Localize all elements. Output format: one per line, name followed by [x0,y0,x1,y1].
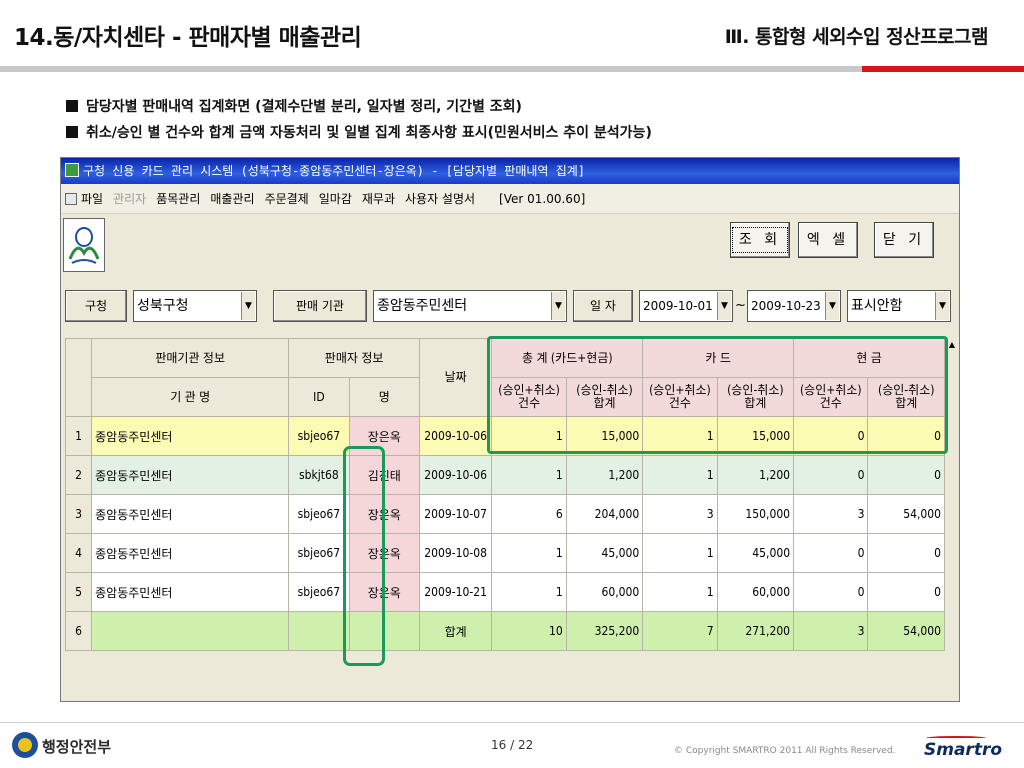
name-header[interactable]: 명 [348,377,420,417]
dropdown-arrow-icon[interactable]: ▼ [717,292,731,320]
slide-title: 14.동/자치센타 - 판매자별 매출관리 [14,25,362,51]
menu-closing[interactable]: 일마감 [318,192,352,206]
square-bullet-icon [66,126,78,138]
total-row[interactable]: 6 합계 10 325,200 7 271,200 3 54,000 [64,611,945,651]
office-label-button[interactable]: 구청 [65,290,127,322]
window-titlebar[interactable]: 구청 신용 카드 관리 시스템 (성북구청-종암동주민센터-장은옥) - [담당… [61,158,959,184]
sales-grid: 판매기관 정보 판매자 정보 날짜 총 계 (카드+현금) 카 드 현 금 기 … [64,338,945,651]
table-row[interactable]: 4 종암동주민센터 sbjeo67 장은옥 2009-10-08 1 45,00… [64,533,945,573]
seller-label-button[interactable]: 판매 기관 [273,290,367,322]
menu-finance[interactable]: 재무과 [361,192,395,206]
toolbar: 조 회 엑 셀 닫 기 [61,214,959,278]
menu-payment[interactable]: 주문결제 [264,192,309,206]
display-select[interactable]: 표시안함 ▼ [847,290,951,322]
inquiry-button[interactable]: 조 회 [730,222,790,258]
card-sum-header[interactable]: (승인-취소) 합계 [716,377,795,417]
ministry-emblem-icon [12,732,38,758]
seller-name-cell: 장은옥 [348,494,420,534]
office-select[interactable]: 성북구청 ▼ [133,290,257,322]
table-row[interactable]: 3 종암동주민센터 sbjeo67 장은옥 2009-10-07 6 204,0… [64,494,945,534]
slide-subtitle: Ⅲ. 통합형 세외수입 정산프로그램 [724,26,989,48]
header-accent-bar [862,66,1024,72]
card-count-header[interactable]: (승인+취소) 건수 [642,377,718,417]
date-to-picker[interactable]: 2009-10-23 ▼ [747,290,841,322]
excel-button[interactable]: 엑 셀 [798,222,858,258]
table-row[interactable]: 5 종암동주민센터 sbjeo67 장은옥 2009-10-21 1 60,00… [64,572,945,612]
total-sum-header[interactable]: (승인-취소) 합계 [565,377,644,417]
bullet-item: 담당자별 판매내역 집계화면 (결제수단별 분리, 일자별 정리, 기간별 조회… [66,94,652,120]
table-row[interactable]: 2 종암동주민센터 sbkjt68 김진태 2009-10-06 1 1,200… [64,455,945,495]
seller-name-cell: 장은옥 [348,572,420,612]
id-header[interactable]: ID [288,377,350,417]
bullet-list: 담당자별 판매내역 집계화면 (결제수단별 분리, 일자별 정리, 기간별 조회… [66,94,652,146]
dropdown-arrow-icon[interactable]: ▼ [551,292,565,320]
document-icon[interactable] [65,193,77,205]
cash-header[interactable]: 현 금 [793,338,945,378]
menu-items[interactable]: 품목관리 [156,192,201,206]
dropdown-arrow-icon[interactable]: ▼ [241,292,255,320]
dropdown-arrow-icon[interactable]: ▼ [935,292,949,320]
total-label: 합계 [418,611,493,651]
menu-sales[interactable]: 매출관리 [210,192,255,206]
org-name-header[interactable]: 기 관 명 [91,377,290,417]
menu-manual[interactable]: 사용자 설명서 [404,192,476,206]
date-separator: ~ [735,298,746,313]
brand-swoosh-icon [926,736,986,740]
close-button[interactable]: 닫 기 [874,222,934,258]
ministry-name: 행정안전부 [42,738,112,756]
district-logo [63,218,105,272]
menu-bar: 파일 관리자 품목관리 매출관리 주문결제 일마감 재무과 사용자 설명서 [Ver 01.00… [61,184,959,214]
menu-admin: 관리자 [113,192,147,206]
row-number-header [64,338,93,417]
footer-divider [0,722,1024,723]
grid-subheader-row: 기 관 명 ID 명 (승인+취소) 건수 (승인-취소) 합계 (승인+취소) 건수… [66,377,945,417]
seller-info-header[interactable]: 판매자 정보 [288,338,420,378]
app-icon [65,163,79,177]
logo-icon [68,227,100,264]
scroll-up-arrow-icon[interactable]: ▲ [948,340,956,349]
seller-name-cell: 장은옥 [348,416,420,456]
square-bullet-icon [66,100,78,112]
table-row[interactable]: 1 종암동주민센터 sbjeo67 장은옥 2009-10-06 1 15,00… [64,416,945,456]
window-title: 구청 신용 카드 관리 시스템 (성북구청-종암동주민센터-장은옥) - [담당… [83,164,585,178]
org-info-header[interactable]: 판매기관 정보 [91,338,290,378]
date-from-picker[interactable]: 2009-10-01 ▼ [639,290,733,322]
seller-name-cell: 장은옥 [348,533,420,573]
brand-logo: Smartro [924,740,1003,760]
bullet-item: 취소/승인 별 건수와 합계 금액 자동처리 및 일별 집계 최종사항 표시(민… [66,120,652,146]
cash-sum-header[interactable]: (승인-취소) 합계 [867,377,945,417]
filter-bar: 구청 성북구청 ▼ 판매 기관 종암동주민센터 ▼ 일 자 2009-10-01 ▼ … [61,286,959,326]
total-header[interactable]: 총 계 (카드+현금) [491,338,644,378]
total-count-header[interactable]: (승인+취소) 건수 [491,377,567,417]
copyright-notice: © Copyright SMARTRO 2011 All Rights Rese… [674,746,896,756]
menu-file[interactable]: 파일 [81,192,104,206]
version-label: [Ver 01.00.60] [499,192,586,206]
seller-select[interactable]: 종암동주민센터 ▼ [373,290,567,322]
card-header[interactable]: 카 드 [642,338,795,378]
cash-count-header[interactable]: (승인+취소) 건수 [793,377,869,417]
page-number: 16 / 22 [491,738,534,752]
header-divider [0,66,862,72]
grid-header-row: 판매기관 정보 판매자 정보 날짜 총 계 (카드+현금) 카 드 현 금 [64,338,945,417]
seller-name-cell: 김진태 [348,455,420,495]
date-label-button[interactable]: 일 자 [573,290,633,322]
app-window: 구청 신용 카드 관리 시스템 (성북구청-종암동주민센터-장은옥) - [담당… [60,157,960,702]
dropdown-arrow-icon[interactable]: ▼ [825,292,839,320]
date-header[interactable]: 날짜 [418,338,493,417]
